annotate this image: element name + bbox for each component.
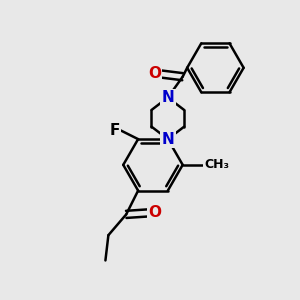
Text: N: N (161, 132, 174, 147)
Text: O: O (148, 66, 161, 81)
Text: CH₃: CH₃ (204, 158, 230, 171)
Text: F: F (109, 123, 119, 138)
Text: O: O (148, 206, 161, 220)
Text: N: N (161, 90, 174, 105)
